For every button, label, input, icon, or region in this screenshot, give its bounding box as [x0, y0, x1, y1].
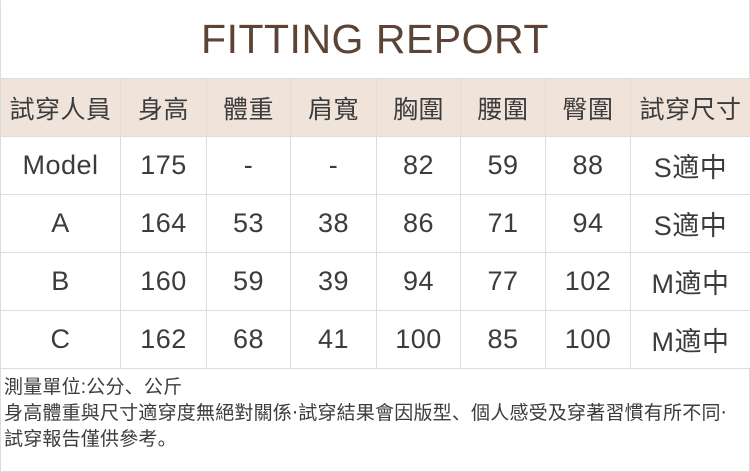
cell-hip: 88 — [545, 136, 631, 195]
column-header-person: 試穿人員 — [0, 78, 121, 137]
cell-size: M適中 — [630, 310, 750, 369]
fitting-report-table: 試穿人員 身高 體重 肩寬 胸圍 腰圍 臀圍 試穿尺寸 Model 175 - … — [0, 78, 750, 369]
table-row: Model 175 - - 82 59 88 S適中 — [0, 136, 750, 195]
column-header-weight: 體重 — [206, 78, 291, 137]
cell-waist: 77 — [460, 252, 546, 311]
column-header-bust: 胸圍 — [376, 78, 461, 137]
title-area: FITTING REPORT — [0, 0, 750, 78]
table-row: A 164 53 38 86 71 94 S適中 — [0, 194, 750, 253]
cell-person: Model — [0, 136, 121, 195]
cell-waist: 85 — [460, 310, 546, 369]
page-title: FITTING REPORT — [201, 16, 549, 62]
cell-height: 160 — [120, 252, 207, 311]
table-body: Model 175 - - 82 59 88 S適中 A 164 53 38 8… — [0, 136, 750, 369]
cell-person: B — [0, 252, 121, 311]
cell-shoulder: - — [290, 136, 377, 195]
table-header-row: 試穿人員 身高 體重 肩寬 胸圍 腰圍 臀圍 試穿尺寸 — [0, 78, 750, 137]
cell-weight: - — [206, 136, 291, 195]
cell-height: 162 — [120, 310, 207, 369]
cell-weight: 53 — [206, 194, 291, 253]
column-header-size: 試穿尺寸 — [630, 78, 750, 137]
column-header-hip: 臀圍 — [545, 78, 631, 137]
cell-size: S適中 — [630, 136, 750, 195]
cell-waist: 59 — [460, 136, 546, 195]
column-header-shoulder: 肩寬 — [290, 78, 377, 137]
cell-bust: 82 — [376, 136, 461, 195]
cell-shoulder: 38 — [290, 194, 377, 253]
notes-area: 測量單位:公分、公斤 身高體重與尺寸適穿度無絕對關係‧試穿結果會因版型、個人感受… — [0, 369, 750, 472]
cell-weight: 68 — [206, 310, 291, 369]
cell-shoulder: 41 — [290, 310, 377, 369]
cell-bust: 100 — [376, 310, 461, 369]
cell-person: C — [0, 310, 121, 369]
cell-shoulder: 39 — [290, 252, 377, 311]
cell-waist: 71 — [460, 194, 546, 253]
column-header-waist: 腰圍 — [460, 78, 546, 137]
note-measurement-unit: 測量單位:公分、公斤 — [4, 377, 183, 398]
cell-bust: 86 — [376, 194, 461, 253]
table-row: C 162 68 41 100 85 100 M適中 — [0, 310, 750, 369]
cell-person: A — [0, 194, 121, 253]
cell-size: M適中 — [630, 252, 750, 311]
cell-weight: 59 — [206, 252, 291, 311]
note-disclaimer: 身高體重與尺寸適穿度無絕對關係‧試穿結果會因版型、個人感受及穿著習慣有所不同‧試… — [4, 403, 727, 450]
cell-hip: 94 — [545, 194, 631, 253]
table-header: 試穿人員 身高 體重 肩寬 胸圍 腰圍 臀圍 試穿尺寸 — [0, 78, 750, 137]
column-header-height: 身高 — [120, 78, 207, 137]
cell-hip: 100 — [545, 310, 631, 369]
cell-bust: 94 — [376, 252, 461, 311]
cell-hip: 102 — [545, 252, 631, 311]
cell-height: 175 — [120, 136, 207, 195]
cell-height: 164 — [120, 194, 207, 253]
table-row: B 160 59 39 94 77 102 M適中 — [0, 252, 750, 311]
cell-size: S適中 — [630, 194, 750, 253]
